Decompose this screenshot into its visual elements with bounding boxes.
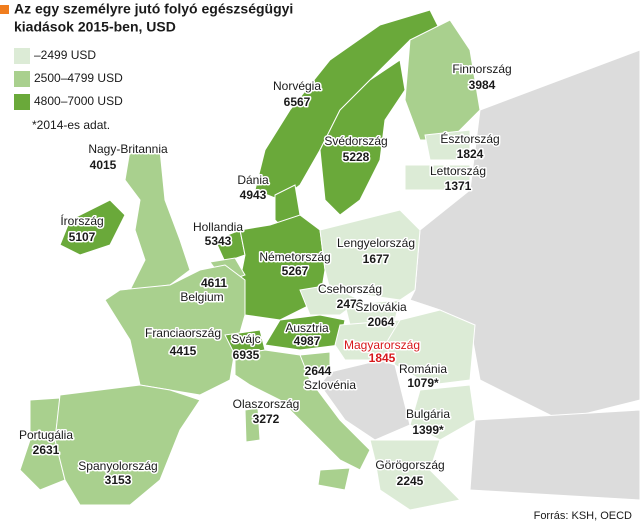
country-value: 1079* <box>407 376 439 390</box>
country-name: Németország <box>259 250 330 264</box>
country-value: 2245 <box>397 474 424 488</box>
country-shape <box>244 407 261 443</box>
country-shape <box>104 264 246 396</box>
country-value: 6935 <box>233 348 260 362</box>
labels: Norvégia 6567 Svédország 5228 Finnország 3984… <box>17 61 513 490</box>
country-value: 4943 <box>240 188 267 202</box>
country-value: 1371 <box>445 179 472 193</box>
country-shape <box>404 164 471 191</box>
note: *2014-es adat. <box>32 118 110 132</box>
other-land <box>409 49 640 421</box>
legend-label: –2499 USD <box>34 48 96 62</box>
country-value: 3984 <box>469 78 496 92</box>
country-name: Írország <box>60 213 103 228</box>
title: Az egy személyre jutó folyó egészségügyi <box>14 1 293 17</box>
country-shape <box>234 349 371 471</box>
legend-label: 4800–7000 USD <box>34 94 123 108</box>
country-shape <box>384 309 476 386</box>
country-name: Belgium <box>180 290 223 304</box>
country-name: Észtország <box>440 131 499 146</box>
shapes <box>19 9 640 511</box>
country-name: Finnország <box>452 62 511 76</box>
country-name: Svájc <box>231 332 260 346</box>
country-value: 5267 <box>282 264 309 278</box>
country-shape <box>404 19 481 141</box>
country-shape <box>424 129 471 161</box>
country-value: 1845 <box>369 351 396 365</box>
other-land <box>469 409 640 501</box>
country-value: 2631 <box>33 443 60 457</box>
country-value: 1824 <box>457 147 484 161</box>
country-name: Svédország <box>324 134 387 148</box>
country-shape <box>319 209 421 301</box>
legend-swatch <box>14 48 30 64</box>
country-name: Franciaország <box>145 326 221 340</box>
country-name: Olaszország <box>233 397 300 411</box>
other-land <box>319 359 411 441</box>
country-name: Görögország <box>375 458 444 472</box>
country-name: Nagy-Britannia <box>88 142 168 156</box>
country-value: 4611 <box>201 276 227 290</box>
country-value: 4987 <box>294 334 321 348</box>
country-name: Dánia <box>237 173 269 187</box>
country-name: Bulgária <box>406 407 450 421</box>
country-value: 2064 <box>368 315 395 329</box>
country-name: Szlovákia <box>355 300 407 314</box>
country-value: 1677 <box>363 252 390 266</box>
country-shape <box>54 384 201 506</box>
country-value: 5343 <box>205 234 232 248</box>
country-shape <box>369 439 462 511</box>
legend-label: 2500–4799 USD <box>34 71 123 85</box>
country-name: Csehország <box>318 282 382 296</box>
country-shape <box>319 59 406 216</box>
country-value: 3272 <box>253 412 280 426</box>
country-name: Románia <box>399 362 447 376</box>
country-shape <box>317 467 351 491</box>
legend-swatch <box>14 94 30 110</box>
country-value: 6567 <box>284 95 311 109</box>
country-value: 2644 <box>305 364 332 378</box>
country-value: 3153 <box>105 473 132 487</box>
legend-swatch <box>14 71 30 87</box>
country-name: Szlovénia <box>304 378 356 392</box>
title: kiadások 2015-ben, USD <box>14 19 176 35</box>
country-name: Spanyolország <box>78 459 157 473</box>
country-value: 1399* <box>412 423 444 437</box>
country-name: Lettország <box>430 164 486 178</box>
source: Forrás: KSH, OECD <box>534 510 632 522</box>
legend: –2499 USD 2500–4799 USD 4800–7000 USD <box>14 48 123 110</box>
country-value: 2473 <box>337 297 364 311</box>
country-value: 4015 <box>90 158 117 172</box>
country-name: Lengyelország <box>337 236 415 250</box>
country-shape <box>409 384 476 441</box>
country-name: Portugália <box>19 428 73 442</box>
country-name: Ausztria <box>285 321 329 335</box>
country-name: Magyarország <box>344 338 420 352</box>
country-value: 5228 <box>343 150 370 164</box>
country-name: Norvégia <box>273 79 321 93</box>
country-shape <box>59 199 126 256</box>
country-value: 5107 <box>69 230 96 244</box>
country-name: Hollandia <box>193 220 243 234</box>
title-marker <box>0 5 9 14</box>
country-value: 4415 <box>170 344 197 358</box>
